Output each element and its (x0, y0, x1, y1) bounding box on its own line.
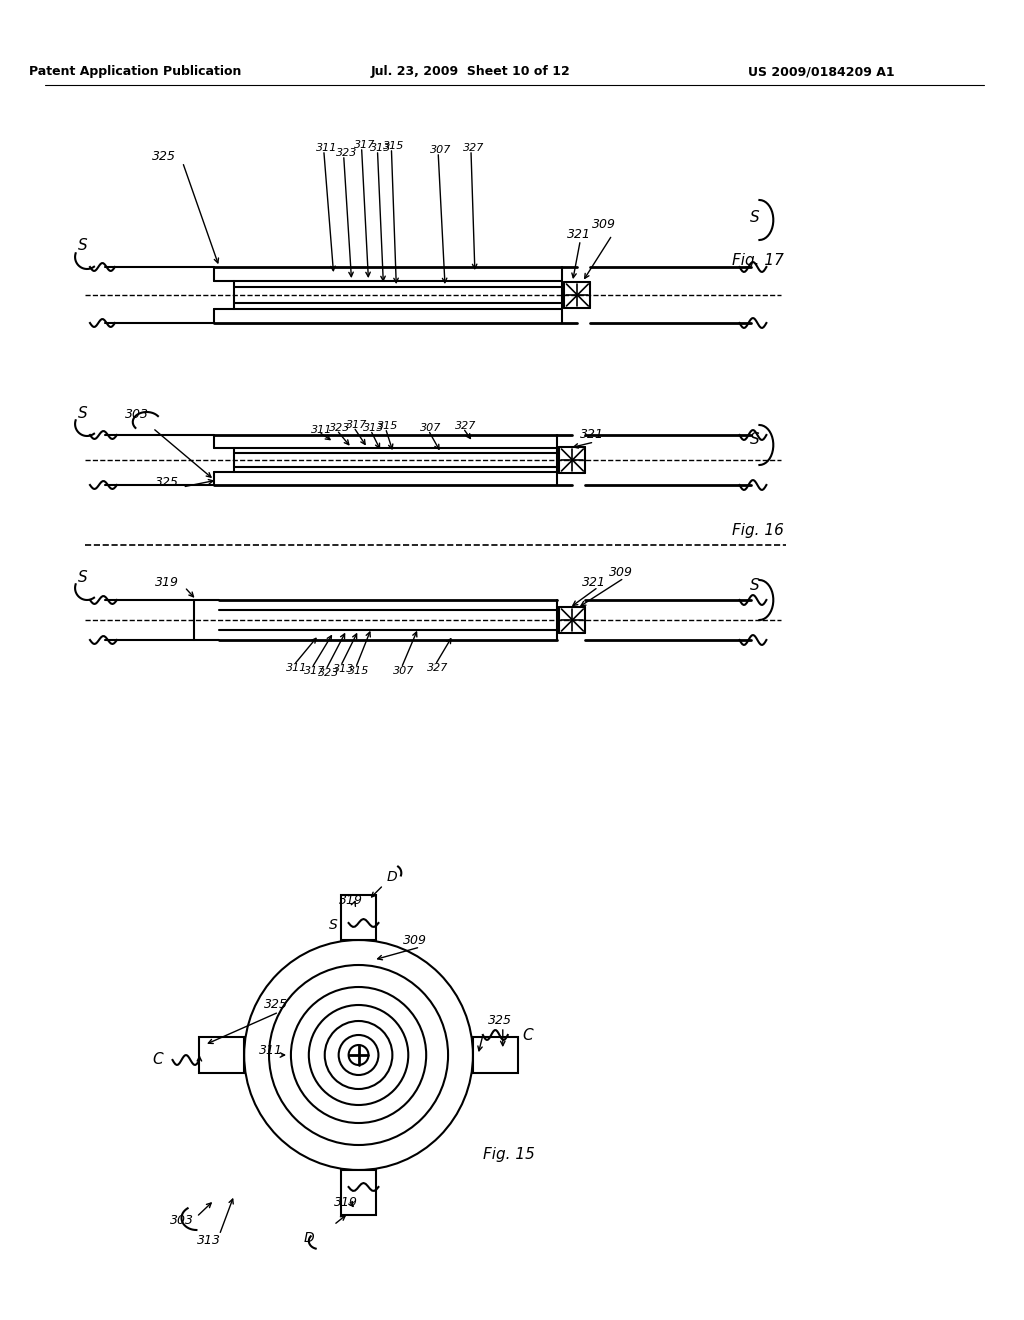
Text: 317: 317 (353, 140, 375, 150)
Text: 323: 323 (317, 668, 339, 678)
Text: 319: 319 (339, 894, 362, 907)
Text: S: S (750, 578, 759, 593)
Text: 309: 309 (609, 565, 633, 578)
Text: 309: 309 (403, 933, 427, 946)
Text: Fig. 17: Fig. 17 (731, 252, 783, 268)
Text: 311: 311 (311, 425, 332, 436)
Text: 325: 325 (155, 477, 178, 490)
Text: 311: 311 (315, 143, 337, 153)
Text: C: C (153, 1052, 163, 1068)
Text: Fig. 15: Fig. 15 (483, 1147, 535, 1163)
Text: 313: 313 (198, 1233, 221, 1246)
Text: 311: 311 (259, 1044, 283, 1056)
Text: 317: 317 (304, 667, 326, 676)
Text: 321: 321 (583, 576, 606, 589)
Text: 327: 327 (455, 421, 476, 432)
Text: S: S (78, 570, 88, 586)
Text: 327: 327 (463, 143, 484, 153)
Text: Fig. 16: Fig. 16 (731, 523, 783, 537)
Text: 311: 311 (286, 663, 307, 673)
Text: 313: 313 (370, 143, 391, 153)
Text: Jul. 23, 2009  Sheet 10 of 12: Jul. 23, 2009 Sheet 10 of 12 (371, 66, 570, 78)
Text: 319: 319 (334, 1196, 357, 1209)
Text: 315: 315 (383, 141, 404, 150)
Text: 309: 309 (592, 219, 616, 231)
Text: 313: 313 (362, 422, 384, 433)
Text: S: S (78, 405, 88, 421)
Bar (200, 1038, 244, 1073)
Text: 325: 325 (487, 1014, 512, 1027)
Text: US 2009/0184209 A1: US 2009/0184209 A1 (748, 66, 894, 78)
Text: 303: 303 (125, 408, 148, 421)
Text: 327: 327 (427, 663, 449, 673)
Text: S: S (329, 917, 338, 932)
Text: 307: 307 (430, 145, 452, 154)
Text: 325: 325 (152, 150, 176, 164)
Text: 307: 307 (393, 667, 415, 676)
Bar (473, 1038, 518, 1073)
Text: D: D (386, 870, 397, 884)
Bar (341, 1170, 377, 1214)
Text: D: D (304, 1232, 314, 1245)
Text: 307: 307 (420, 422, 441, 433)
Bar (341, 895, 377, 940)
Text: Patent Application Publication: Patent Application Publication (29, 66, 241, 78)
Text: 321: 321 (581, 429, 604, 441)
Text: C: C (522, 1027, 534, 1043)
Text: 319: 319 (155, 576, 178, 589)
Text: 323: 323 (336, 148, 357, 158)
Text: S: S (750, 433, 759, 447)
Text: 317: 317 (346, 420, 367, 430)
Text: 325: 325 (264, 998, 288, 1011)
Text: S: S (78, 238, 88, 252)
Text: 315: 315 (347, 667, 369, 676)
Text: 321: 321 (567, 228, 592, 242)
Text: 323: 323 (329, 422, 350, 433)
Text: 315: 315 (378, 421, 398, 432)
Text: 313: 313 (333, 664, 354, 675)
Text: 303: 303 (170, 1213, 194, 1226)
Text: S: S (750, 210, 759, 226)
